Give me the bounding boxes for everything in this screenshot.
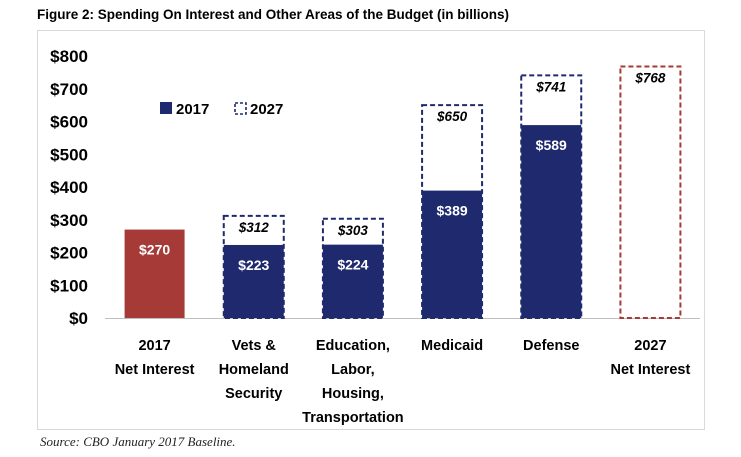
legend-label-2017: 2017 bbox=[176, 101, 209, 118]
data-label-2027: $650 bbox=[436, 109, 468, 124]
x-category-label: Net Interest bbox=[115, 362, 195, 378]
x-category-label: Education, bbox=[316, 338, 390, 354]
x-category-label: Medicaid bbox=[421, 338, 483, 354]
y-tick-label: $0 bbox=[69, 309, 88, 328]
x-category-label: 2017 bbox=[138, 338, 170, 354]
x-category-label: Homeland bbox=[219, 362, 289, 378]
y-tick-label: $700 bbox=[50, 80, 88, 99]
legend-swatch-2017 bbox=[160, 102, 172, 114]
legend-swatch-2027 bbox=[234, 102, 247, 115]
bar-2017 bbox=[124, 229, 185, 318]
legend-label-2027: 2027 bbox=[250, 101, 283, 118]
bar-2017 bbox=[521, 125, 582, 318]
chart-frame bbox=[37, 30, 705, 430]
data-label-2017: $589 bbox=[536, 137, 567, 153]
y-tick-label: $600 bbox=[50, 113, 88, 132]
data-label-2017: $389 bbox=[437, 203, 468, 219]
x-category-label: Net Interest bbox=[611, 362, 691, 378]
bar-2017 bbox=[322, 244, 383, 318]
y-tick-label: $200 bbox=[50, 244, 88, 263]
source-note: Source: CBO January 2017 Baseline. bbox=[40, 434, 236, 449]
x-category-label: Defense bbox=[523, 338, 579, 354]
y-tick-label: $400 bbox=[50, 178, 88, 197]
bar-2017 bbox=[422, 190, 483, 318]
x-category-label: 2027 bbox=[634, 338, 666, 354]
bar-2017 bbox=[223, 244, 284, 318]
y-tick-label: $100 bbox=[50, 276, 88, 295]
data-label-2027: $303 bbox=[337, 223, 369, 238]
data-label-2027: $768 bbox=[634, 70, 666, 85]
x-category-label: Housing, bbox=[322, 386, 384, 402]
figure-title: Figure 2: Spending On Interest and Other… bbox=[37, 7, 510, 22]
data-label-2027: $312 bbox=[238, 220, 270, 235]
bar-2027 bbox=[619, 65, 682, 320]
x-category-label: Labor, bbox=[331, 362, 375, 378]
y-tick-label: $800 bbox=[50, 47, 88, 66]
y-tick-label: $500 bbox=[50, 145, 88, 164]
data-label-2017: $223 bbox=[238, 257, 269, 273]
x-category-label: Security bbox=[225, 386, 282, 402]
data-label-2017: $270 bbox=[139, 242, 170, 258]
data-label-2027: $741 bbox=[535, 79, 566, 94]
x-category-label: Vets & bbox=[232, 338, 277, 354]
x-category-label: Transportation bbox=[302, 410, 404, 426]
data-label-2017: $224 bbox=[337, 257, 368, 273]
y-tick-label: $300 bbox=[50, 211, 88, 230]
